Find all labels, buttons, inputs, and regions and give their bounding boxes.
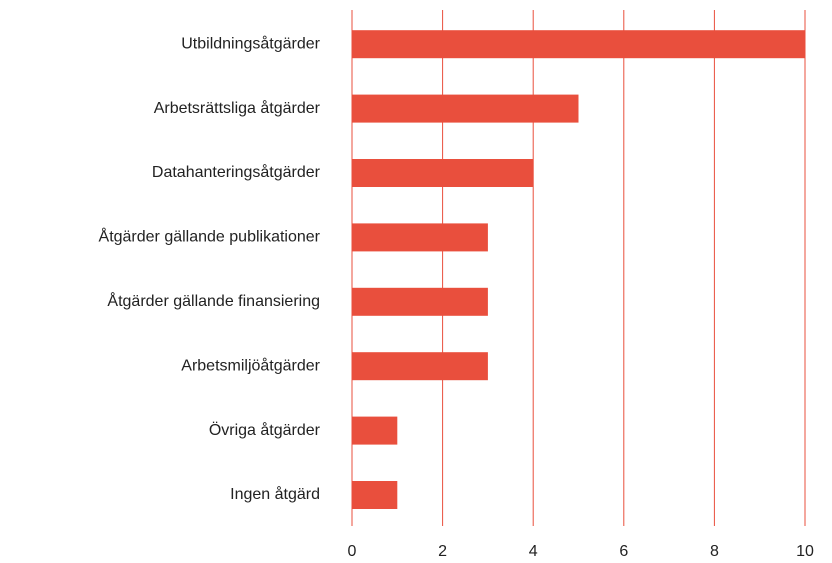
- x-tick-label: 8: [710, 543, 719, 560]
- bar: [352, 223, 488, 252]
- y-tick-label: Datahanteringsåtgärder: [152, 163, 321, 181]
- y-tick-label: Åtgärder gällande publikationer: [99, 227, 321, 246]
- y-tick-label: Arbetsmiljöåtgärder: [181, 356, 320, 374]
- bar: [352, 352, 488, 381]
- y-tick-label: Ingen åtgärd: [230, 485, 320, 503]
- bar: [352, 287, 488, 316]
- y-tick-label: Arbetsrättsliga åtgärder: [154, 99, 321, 117]
- bar: [352, 481, 398, 509]
- y-tick-label: Åtgärder gällande finansiering: [107, 291, 320, 310]
- y-tick-label: Övriga åtgärder: [209, 421, 321, 439]
- x-tick-label: 6: [619, 543, 628, 560]
- x-tick-label: 2: [438, 543, 447, 560]
- x-tick-label: 0: [348, 543, 357, 560]
- x-tick-label: 4: [529, 543, 538, 560]
- bar: [352, 94, 579, 123]
- x-tick-label: 10: [796, 543, 814, 560]
- bar: [352, 30, 805, 59]
- bar: [352, 159, 534, 187]
- y-tick-label: Utbildningsåtgärder: [181, 34, 320, 52]
- bar: [352, 416, 398, 445]
